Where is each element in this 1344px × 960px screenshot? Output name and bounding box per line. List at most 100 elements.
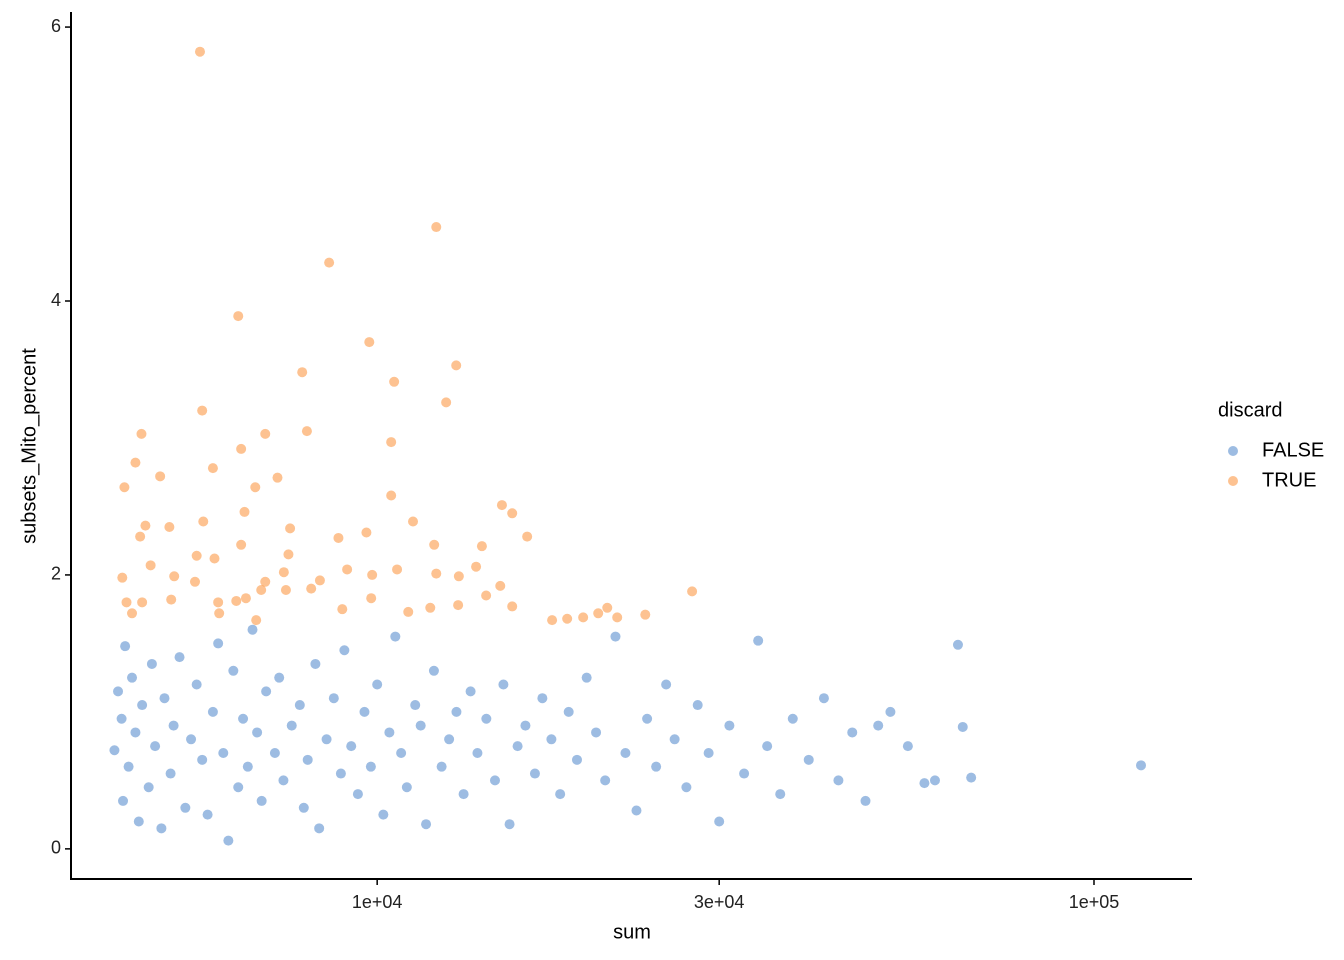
point: [127, 608, 138, 619]
x-tick-label: 1e+04: [352, 892, 403, 912]
point: [233, 311, 244, 322]
point: [401, 782, 412, 793]
point: [186, 734, 197, 745]
point: [428, 665, 439, 676]
point: [301, 426, 312, 437]
point: [324, 257, 335, 268]
point: [555, 789, 566, 800]
point: [168, 720, 179, 731]
point: [444, 734, 455, 745]
point: [453, 600, 464, 611]
point: [272, 472, 283, 483]
point: [260, 428, 271, 439]
point: [145, 560, 156, 571]
point: [250, 482, 261, 493]
point: [143, 782, 154, 793]
point: [465, 686, 476, 697]
point: [818, 693, 829, 704]
point: [429, 539, 440, 550]
point: [207, 706, 218, 717]
point: [547, 615, 558, 626]
point: [165, 768, 176, 779]
point: [191, 550, 202, 561]
point: [189, 576, 200, 587]
point: [372, 679, 383, 690]
point: [458, 789, 469, 800]
point: [378, 809, 389, 820]
point: [361, 527, 372, 538]
point: [155, 471, 166, 482]
point: [213, 597, 224, 608]
point: [252, 727, 263, 738]
point: [453, 571, 464, 582]
point: [198, 516, 209, 527]
point: [833, 775, 844, 786]
point: [140, 520, 151, 531]
point: [873, 720, 884, 731]
point: [403, 606, 414, 617]
point: [504, 819, 515, 830]
point: [481, 713, 492, 724]
point: [507, 508, 518, 519]
x-tick-label: 1e+05: [1069, 892, 1120, 912]
point: [117, 572, 128, 583]
point: [739, 768, 750, 779]
point: [335, 768, 346, 779]
point: [563, 706, 574, 717]
point: [431, 568, 442, 579]
point: [240, 593, 251, 604]
point: [191, 679, 202, 690]
point: [218, 747, 229, 758]
point: [298, 802, 309, 813]
point: [278, 775, 289, 786]
point: [651, 761, 662, 772]
point: [714, 816, 725, 827]
point: [174, 652, 185, 663]
point: [787, 713, 798, 724]
point: [620, 747, 631, 758]
point: [120, 641, 131, 652]
point: [339, 645, 350, 656]
point: [285, 523, 296, 534]
point: [471, 561, 482, 572]
point: [957, 721, 968, 732]
point: [885, 706, 896, 717]
legend-key: [1228, 446, 1238, 456]
point: [261, 686, 272, 697]
point: [571, 754, 582, 765]
point: [321, 734, 332, 745]
y-tick-label: 6: [51, 16, 61, 36]
point: [137, 597, 148, 608]
point: [202, 809, 213, 820]
point: [236, 539, 247, 550]
point: [602, 602, 613, 613]
y-tick-label: 2: [51, 564, 61, 584]
point: [214, 608, 225, 619]
point: [286, 720, 297, 731]
point: [489, 775, 500, 786]
point: [130, 727, 141, 738]
y-tick-label: 4: [51, 290, 61, 310]
point: [593, 608, 604, 619]
point: [233, 782, 244, 793]
point: [169, 571, 180, 582]
point: [386, 437, 397, 448]
point: [681, 782, 692, 793]
point: [314, 575, 325, 586]
point: [283, 549, 294, 560]
point: [236, 443, 247, 454]
point: [929, 775, 940, 786]
point: [164, 521, 175, 532]
point: [156, 823, 167, 834]
point: [207, 463, 218, 474]
point: [529, 768, 540, 779]
point: [197, 754, 208, 765]
point: [328, 693, 339, 704]
point: [775, 789, 786, 800]
legend-label: FALSE: [1262, 439, 1324, 461]
y-tick-label: 0: [51, 838, 61, 858]
point: [137, 700, 148, 711]
point: [507, 601, 518, 612]
